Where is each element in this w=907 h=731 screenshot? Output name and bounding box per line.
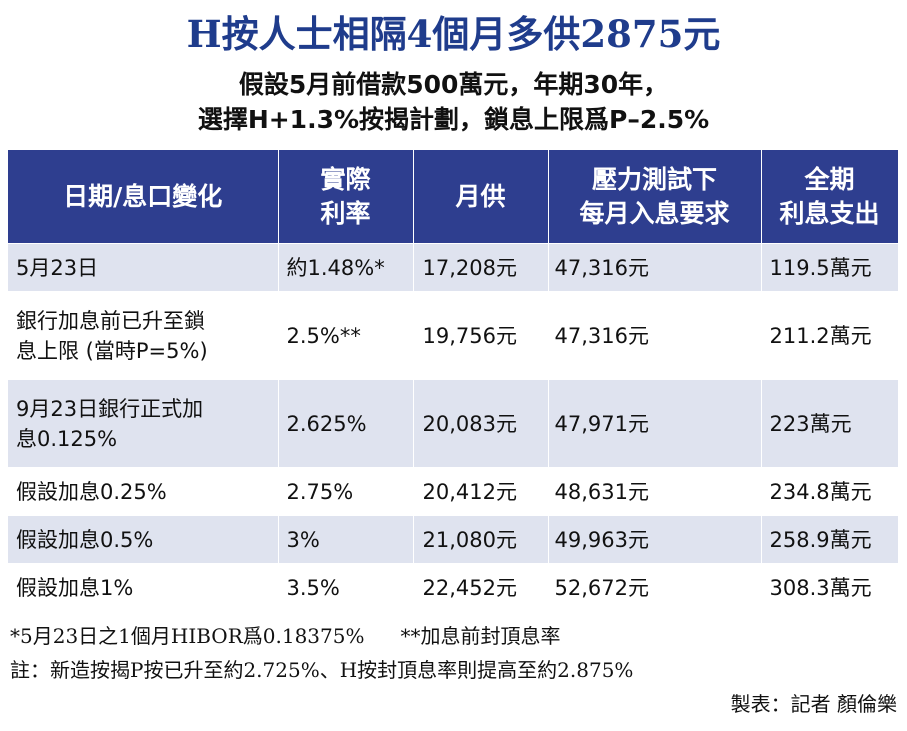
subtitle-line-1: 假設5月前借款500萬元，年期30年， [238, 70, 669, 99]
cell-rate: 2.75% [277, 467, 414, 516]
cell-payment: 21,080元 [412, 515, 549, 564]
cell-date: 假設加息0.5% [8, 515, 279, 564]
cell-income: 52,672元 [547, 563, 762, 612]
cell-rate: 3.5% [277, 563, 414, 612]
table-row: 9月23日銀行正式加 息0.125% 2.625% 20,083元 47,971… [8, 379, 899, 468]
table-row: 假設加息1% 3.5% 22,452元 52,672元 308.3萬元 [8, 563, 899, 612]
footnote-note: 註：新造按揭P按已升至約2.725%、H按封頂息率則提高至約2.875% [10, 658, 634, 682]
table-header-row: 日期/息口變化 實際 利率 月供 壓力測試下 每月入息要求 全期 利息支出 [8, 149, 899, 244]
cell-interest: 234.8萬元 [760, 467, 899, 516]
cell-payment: 20,083元 [412, 379, 549, 468]
mortgage-table: 日期/息口變化 實際 利率 月供 壓力測試下 每月入息要求 全期 利息支出 5月23日… [8, 149, 899, 612]
cell-date: 假設加息1% [8, 563, 279, 612]
table-row: 銀行加息前已升至鎖 息上限 (當時P=5%) 2.5%** 19,756元 47… [8, 291, 899, 380]
cell-date: 假設加息0.25% [8, 467, 279, 516]
headline: H按人士相隔4個月多供2875元 [186, 12, 721, 56]
cell-income: 49,963元 [547, 515, 762, 564]
cell-interest: 258.9萬元 [760, 515, 899, 564]
header-effective-rate: 實際 利率 [277, 149, 414, 244]
cell-income: 47,971元 [547, 379, 762, 468]
table-row: 5月23日 約1.48%* 17,208元 47,316元 119.5萬元 [8, 243, 899, 292]
cell-income: 48,631元 [547, 467, 762, 516]
header-stress-test-income: 壓力測試下 每月入息要求 [547, 149, 762, 244]
cell-income: 47,316元 [547, 291, 762, 380]
footnote-hibor: *5月23日之1個月HIBOR爲0.18375% **加息前封頂息率 [10, 622, 900, 650]
header-date-rate-change: 日期/息口變化 [8, 149, 279, 244]
cell-payment: 20,412元 [412, 467, 549, 516]
cell-date: 9月23日銀行正式加 息0.125% [8, 379, 279, 468]
subtitle-line-2: 選擇H+1.3%按揭計劃，鎖息上限爲P–2.5% [197, 105, 710, 134]
credit-line: 製表：記者 顏倫樂 [730, 692, 897, 716]
cell-income: 47,316元 [547, 243, 762, 292]
cell-payment: 17,208元 [412, 243, 549, 292]
header-total-interest: 全期 利息支出 [760, 149, 899, 244]
cell-rate: 3% [277, 515, 414, 564]
cell-payment: 22,452元 [412, 563, 549, 612]
cell-date: 銀行加息前已升至鎖 息上限 (當時P=5%) [8, 291, 279, 380]
table-row: 假設加息0.5% 3% 21,080元 49,963元 258.9萬元 [8, 515, 899, 564]
cell-date: 5月23日 [8, 243, 279, 292]
header-monthly-payment: 月供 [412, 149, 549, 244]
cell-rate: 約1.48%* [277, 243, 414, 292]
cell-interest: 119.5萬元 [760, 243, 899, 292]
cell-interest: 308.3萬元 [760, 563, 899, 612]
table-row: 假設加息0.25% 2.75% 20,412元 48,631元 234.8萬元 [8, 467, 899, 516]
footnote-star: *5月23日之1個月HIBOR爲0.18375% [10, 624, 365, 648]
cell-interest: 223萬元 [760, 379, 899, 468]
cell-interest: 211.2萬元 [760, 291, 899, 380]
footnote-double-star: **加息前封頂息率 [400, 624, 561, 648]
cell-rate: 2.5%** [277, 291, 414, 380]
cell-rate: 2.625% [277, 379, 414, 468]
cell-payment: 19,756元 [412, 291, 549, 380]
